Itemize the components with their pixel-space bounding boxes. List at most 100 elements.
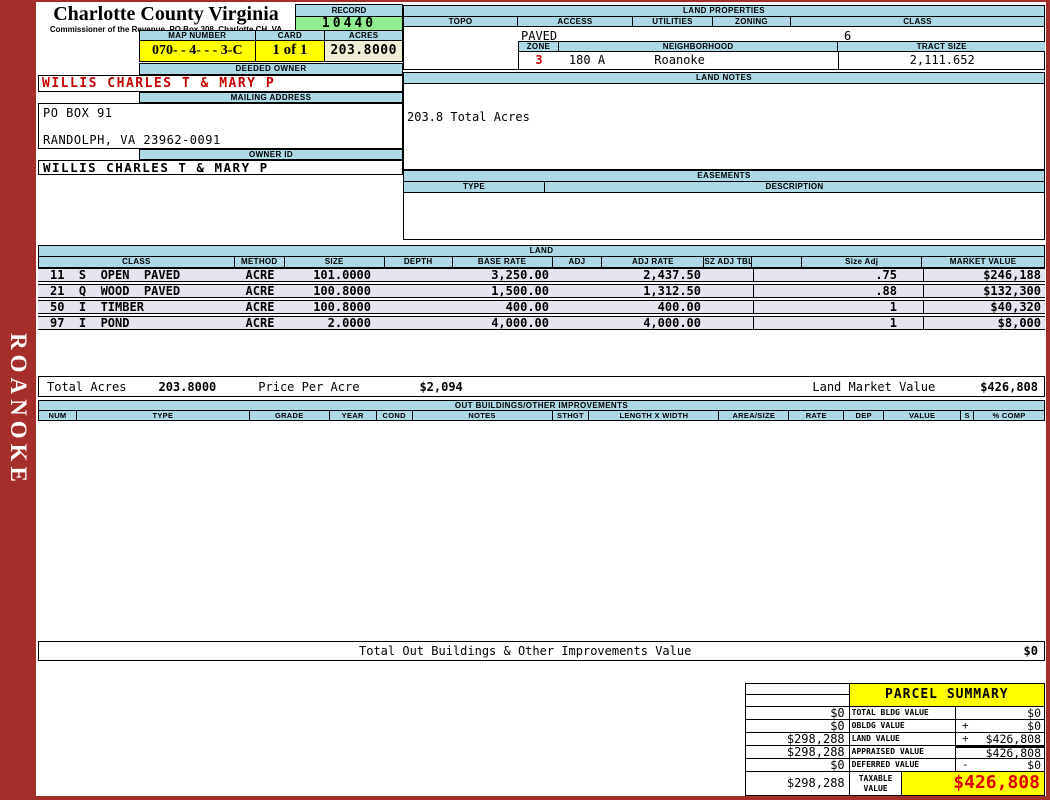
land-size-header: SIZE xyxy=(284,257,385,268)
neighborhood-value: 180 A Roanoke xyxy=(559,52,838,69)
parcel-summary: PARCEL SUMMARY $0 TOTAL BLDG VALUE $0 $0… xyxy=(745,683,1045,796)
record-block: RECORD 10440 xyxy=(295,4,403,32)
summary-row-deferred: $0 DEFERRED VALUE - $0 xyxy=(746,759,1045,772)
tract-size-label: TRACT SIZE xyxy=(838,42,1045,52)
card-value: 1 of 1 xyxy=(255,41,326,62)
summary-row-total-bldg: $0 TOTAL BLDG VALUE $0 xyxy=(746,707,1045,720)
owner-id-label: OWNER ID xyxy=(139,149,403,160)
land-notes-box: 203.8 Total Acres xyxy=(403,84,1045,170)
land-method-header: METHOD xyxy=(234,257,285,268)
parcel-summary-title: PARCEL SUMMARY xyxy=(849,684,1045,707)
ob-total-label: Total Out Buildings & Other Improvements… xyxy=(359,644,692,658)
class-value: 6 xyxy=(844,29,852,43)
summary-row-appraised: $298,288 APPRAISED VALUE $426,808 xyxy=(746,746,1045,759)
access-header: ACCESS xyxy=(518,17,633,27)
land-table-row: 97 I POND ACRE 2.0000 4,000.00 4,000.00 … xyxy=(38,316,1045,330)
record-label: RECORD xyxy=(295,4,403,17)
map-number-label: MAP NUMBER xyxy=(140,30,256,41)
land-spacer-header xyxy=(752,257,803,268)
land-totals-row: Total Acres 203.8000 Price Per Acre $2,0… xyxy=(38,376,1045,397)
easements-header-row: TYPE DESCRIPTION xyxy=(403,182,1045,193)
parcel-summary-header: PARCEL SUMMARY xyxy=(746,684,1045,707)
ob-cond-header: COND xyxy=(376,411,413,421)
map-number-value: 070- - 4- - - 3-C xyxy=(140,41,256,62)
ob-sthgt-header: STHGT xyxy=(552,411,590,421)
easement-type-header: TYPE xyxy=(404,182,545,193)
class-header: CLASS xyxy=(791,17,1044,27)
easement-description-header: DESCRIPTION xyxy=(545,182,1045,193)
ob-total-value: $0 xyxy=(1023,644,1038,658)
topo-header: TOPO xyxy=(404,17,518,27)
address-line-2: RANDOLPH, VA 23962-0091 xyxy=(43,133,221,147)
ob-dep-header: DEP xyxy=(844,411,885,421)
zone-label: ZONE xyxy=(519,42,559,52)
land-table-row: 50 I TIMBER ACRE 100.8000 400.00 400.00 … xyxy=(38,300,1045,314)
utilities-header: UTILITIES xyxy=(633,17,713,27)
land-market-value-label: Land Market Value xyxy=(812,379,936,394)
summary-row-obldg: $0 OBLDG VALUE + $0 xyxy=(746,720,1045,733)
total-acres-value: 203.8000 xyxy=(158,379,217,394)
appraised-value: $426,808 xyxy=(956,746,1045,759)
deeded-owner-value: WILLIS CHARLES T & MARY P xyxy=(38,75,403,92)
price-per-acre-value: $2,094 xyxy=(419,379,463,394)
land-table-row: 21 Q WOOD PAVED ACRE 100.8000 1,500.00 1… xyxy=(38,284,1045,298)
county-title: Charlotte County Virginia xyxy=(53,3,279,25)
price-per-acre-label: Price Per Acre xyxy=(258,379,360,394)
land-table-header-row: CLASS METHOD SIZE DEPTH BASE RATE ADJ AD… xyxy=(38,257,1046,268)
out-buildings-title: OUT BUILDINGS/OTHER IMPROVEMENTS xyxy=(38,400,1045,411)
land-table-rows: 11 S OPEN PAVED ACRE 101.0000 3,250.00 2… xyxy=(38,268,1045,332)
ob-num-header: NUM xyxy=(39,411,77,421)
land-adj-header: ADJ xyxy=(552,257,603,268)
land-base-rate-header: BASE RATE xyxy=(452,257,553,268)
land-adj-rate-header: ADJ RATE xyxy=(602,257,705,268)
land-market-value: $426,808 xyxy=(980,379,1038,394)
ob-value-header: VALUE xyxy=(884,411,962,421)
ob-area-size-header: AREA/SIZE xyxy=(719,411,790,421)
land-section-title: LAND xyxy=(38,245,1045,257)
land-sz-adj-tbl-header: SZ ADJ TBL xyxy=(704,257,753,268)
acres-value: 203.8000 xyxy=(325,41,403,62)
land-depth-header: DEPTH xyxy=(384,257,453,268)
map-card-acres-block: MAP NUMBER CARD ACRES 070- - 4- - - 3-C … xyxy=(139,30,403,62)
ob-grade-header: GRADE xyxy=(249,411,330,421)
summary-row-taxable: $298,288 TAXABLE VALUE $426,808 xyxy=(746,772,1045,796)
mailing-address-label: MAILING ADDRESS xyxy=(139,92,403,103)
easements-box xyxy=(403,193,1045,240)
summary-row-land: $298,288 LAND VALUE + $426,808 xyxy=(746,733,1045,746)
ob-pct-comp-header: % COMP xyxy=(974,411,1046,421)
record-card: Charlotte County Virginia Commissioner o… xyxy=(36,2,1046,796)
total-acres-label: Total Acres xyxy=(47,379,127,394)
zone-value: 3 xyxy=(535,53,543,67)
neighborhood-name: Roanoke xyxy=(654,53,705,67)
ob-type-header: TYPE xyxy=(76,411,250,421)
zoning-header: ZONING xyxy=(713,17,791,27)
summary-blank-cell xyxy=(746,684,850,707)
out-buildings-header-row: NUM TYPE GRADE YEAR COND NOTES STHGT LEN… xyxy=(38,411,1046,421)
land-class-header: CLASS xyxy=(39,257,235,268)
taxable-value-label: TAXABLE VALUE xyxy=(849,772,903,796)
mailing-address-box: PO BOX 91 RANDOLPH, VA 23962-0091 xyxy=(38,103,403,149)
land-notes-title: LAND NOTES xyxy=(403,72,1045,84)
ob-year-header: YEAR xyxy=(329,411,377,421)
tract-size-value: 2,111.652 xyxy=(838,52,1045,69)
neighborhood-code: 180 A xyxy=(568,53,606,67)
address-line-1: PO BOX 91 xyxy=(43,106,113,120)
land-note-text: 203.8 Total Acres xyxy=(407,110,530,124)
ob-notes-header: NOTES xyxy=(412,411,553,421)
deeded-owner-label: DEEDED OWNER xyxy=(139,63,403,75)
owner-id-value: WILLIS CHARLES T & MARY P xyxy=(38,160,403,175)
land-table-row: 11 S OPEN PAVED ACRE 101.0000 3,250.00 2… xyxy=(38,268,1045,282)
taxable-value: $426,808 xyxy=(902,772,1045,796)
land-market-value-header: MARKET VALUE xyxy=(922,257,1046,268)
zone-neighborhood-box: ZONE NEIGHBORHOOD TRACT SIZE 3 180 A Roa… xyxy=(518,41,1045,69)
neighborhood-label: NEIGHBORHOOD xyxy=(558,42,839,52)
easements-title: EASEMENTS xyxy=(403,170,1045,182)
land-size-adj-header: Size Adj xyxy=(802,257,923,268)
taxable-prior-value: $298,288 xyxy=(746,772,850,796)
ob-s-header: S xyxy=(961,411,975,421)
access-value: PAVED xyxy=(521,29,558,43)
land-properties-title: LAND PROPERTIES xyxy=(403,5,1045,17)
commissioner-line: Commissioner of the Revenue, PO Box 308,… xyxy=(49,25,282,34)
card-label: CARD xyxy=(255,30,326,41)
district-sidebar-label: ROANOKE xyxy=(6,333,31,487)
